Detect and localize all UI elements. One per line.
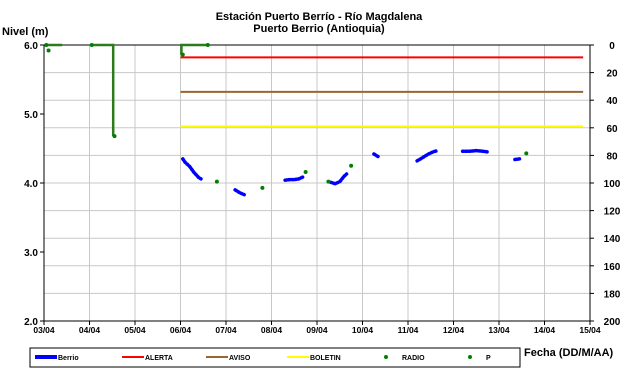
legend-swatch-radio (384, 355, 388, 359)
x-tick-label: 15/04 (579, 325, 601, 335)
axis-ticks (40, 44, 594, 325)
chart-title: Estación Puerto Berrío - Río Magdalena (216, 11, 423, 23)
p-point (180, 52, 185, 57)
legend-label-berrio: Berrio (58, 355, 79, 362)
berrio-line (460, 148, 490, 154)
x-tick-label: 04/04 (79, 325, 101, 335)
p-point (205, 43, 210, 47)
legend-label-boletin: BOLETIN (310, 355, 341, 362)
p-point (89, 43, 94, 47)
legend-swatch-p (468, 355, 472, 359)
legend-label-aviso: AVISO (229, 355, 251, 362)
y-tick-label: 2.0 (24, 317, 38, 328)
x-tick-label: 10/04 (352, 325, 374, 335)
y2-tick-label: 160 (604, 262, 621, 273)
x-tick-label: 09/04 (306, 325, 328, 335)
y2-tick-label: 0 (609, 41, 615, 52)
p-point (46, 48, 51, 53)
y2-tick-label: 120 (604, 207, 621, 218)
legend-label-p: P (486, 355, 491, 362)
radio-point (349, 163, 354, 168)
legend: Berrio ALERTA AVISO BOLETIN RADIO P (29, 347, 521, 368)
p-point (44, 43, 49, 47)
x-tick-label: 12/04 (443, 325, 465, 335)
x-tick-label: 05/04 (124, 325, 146, 335)
radio-point (260, 185, 265, 190)
berrio-line (328, 172, 349, 186)
berrio-line (415, 148, 440, 163)
y2-tick-label: 20 (606, 69, 618, 80)
legend-label-alerta: ALERTA (145, 355, 173, 362)
y-tick-label: 3.0 (24, 248, 38, 259)
radio-point (326, 179, 331, 184)
x-tick-label: 06/04 (170, 325, 192, 335)
reference-lines (180, 56, 584, 128)
radio-point (303, 169, 308, 174)
precipitation-line (180, 43, 208, 55)
legend-box (29, 347, 521, 368)
x-tick-label: 14/04 (534, 325, 556, 335)
x-tick-label: 13/04 (488, 325, 510, 335)
x-tick-label: 07/04 (215, 325, 237, 335)
berrio-line (233, 188, 246, 197)
x-tick-label: 08/04 (261, 325, 283, 335)
y2-tick-label: 80 (606, 151, 618, 162)
radio-point (214, 179, 219, 184)
y2-tick-label: 180 (604, 289, 621, 300)
series-berrio (181, 148, 522, 197)
p-point (112, 134, 117, 139)
precipitation-line (91, 43, 115, 137)
y2-tick-label: 200 (604, 317, 621, 328)
precipitation-lines (46, 43, 208, 137)
x-axis-label: Fecha (DD/M/AA) (524, 347, 614, 359)
y-tick-label: 5.0 (24, 110, 38, 121)
x-tick-label: 11/04 (398, 325, 419, 335)
y-axis-label: Nivel (m) (2, 26, 49, 38)
y-tick-label: 4.0 (24, 179, 38, 190)
y2-tick-label: 40 (606, 96, 618, 107)
berrio-line (283, 175, 306, 182)
point-markers (44, 43, 529, 190)
axis-tick-labels: 03/04 04/04 05/04 06/04 07/04 08/04 09/04 10/04… (24, 41, 621, 335)
berrio-line (513, 157, 522, 162)
radio-point (524, 151, 529, 156)
berrio-line (372, 152, 381, 159)
legend-label-radio: RADIO (402, 355, 425, 362)
x-tick-label: 03/04 (33, 325, 55, 335)
y2-tick-label: 100 (604, 179, 621, 190)
y2-tick-label: 60 (606, 124, 618, 135)
berrio-line (181, 157, 203, 181)
y-tick-label: 6.0 (24, 41, 38, 52)
y2-tick-label: 140 (604, 234, 621, 245)
chart-subtitle: Puerto Berrio (Antioquia) (253, 23, 385, 35)
